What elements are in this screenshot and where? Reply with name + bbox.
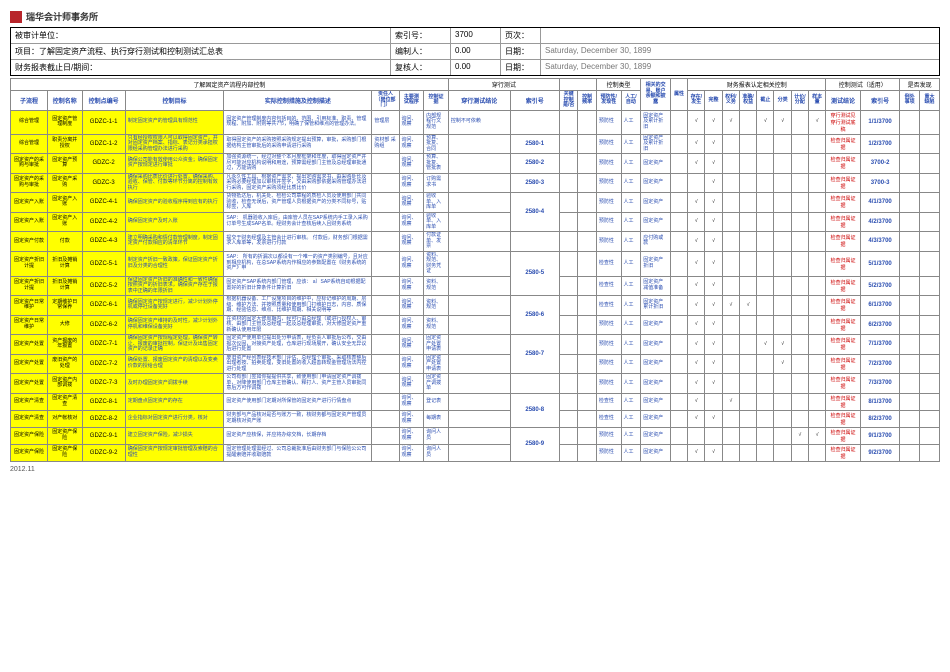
hdr-project: 项目：了解固定资产流程、执行穿行测试和控制测试汇总表 [11,44,391,59]
logo-text: 瑞华会计师事务所 [26,10,98,23]
hdr-date1-label: 日期： [501,44,541,59]
col-obj: 控制目标 [125,91,224,111]
col-out: 例外事项 [900,91,920,111]
logo-row: 瑞华会计师事务所 [10,10,940,23]
col-comp: 完整 [705,91,722,111]
hdr-date1-val: Saturday, December 30, 1899 [541,44,939,59]
col-maj: 重大缺陷 [920,91,940,111]
grp-findings: 是否发现 [900,79,940,91]
col-test: 控制证据 [424,91,449,111]
header-block: 被审计单位： 索引号： 3700 页次： 项目：了解固定资产流程、执行穿行测试和… [10,27,940,76]
col-rely: 相关的交易、账户余额和披露 [641,79,671,111]
table-row: 固定资产清查对产帐核对GDZC-8-2企业指标对固定资产进行分类，核对财务部与产… [11,410,940,427]
table-row: 固定资产处置固定资产内部调拨GDZC-7-3及时办理固定资产调拨手续公司有部门签… [11,374,940,394]
grp-ctrltest: 控制测试（适用） [826,79,900,91]
col-idx2: 索引号 [860,91,899,111]
table-row: 综合管理固定资产管理制度GDZC-1-1制定固定资产的管理具有规范性固定资产管理… [11,110,940,134]
main-table: 了解固定资产流程内部控制 穿行测试 控制类型 相关的交易、账户余额和披露 属性 … [10,78,940,462]
grp-ctrltype: 控制类型 [596,79,640,91]
hdr-period: 财务报表截止日/期间： [11,60,391,75]
col-acc: 准确/权益 [739,91,756,111]
hdr-idx-label: 索引号： [391,28,451,43]
table-row: 固定资产清查固定资产清查GDZC-8-1定期盘点固定资产的存在固定资产使用部门定… [11,393,940,410]
table-row: 固定资产的采购与审批固定资产预算GDZC-2确保公司能有效使用公众资金；确保固定… [11,154,940,174]
col-idx: 索引号 [510,91,559,111]
table-row: 固定资产保险固定资产保险GDZC-9-2确保固定资产按规定审批管理及索赔的合理性… [11,444,940,461]
table-row: 固定资产处置资产报废的年报置GDZC-7-1确保固定资产按规程定处理，确保资产转… [11,335,940,355]
col-conf: 主要测试程序 [399,91,424,111]
col-code: 控制点编号 [82,91,125,111]
col-auto: 人工/自动 [621,91,641,111]
table-row: 固定资产折旧计提折旧及摊销计算GDZC-5-2保证固定资产折旧的准确性和一致性确… [11,276,940,296]
col-freq: 控制频率 [578,91,597,111]
grp-understand: 了解固定资产流程内部控制 [11,79,449,91]
hdr-page-label: 页次： [501,28,541,43]
col-cut: 截止 [757,91,774,111]
hdr-prep-label: 编制人： [391,44,451,59]
table-row: 固定资产日常维护大修GDZC-6-2确保固定资产维持的及时性，减少计划外停机和维… [11,315,940,335]
col-test2: 测试结论 [826,91,861,111]
hdr-rev-val: 0.00 [451,60,501,75]
table-row: 固定资产付款付款GDZC-4-3建立明确采购和情付款管理制度，制定固定资产付款相… [11,232,940,252]
table-row: 固定资产入账固定资产入账GDZC-4-2确保固定资产及时入账SAP： 机器验收入… [11,212,940,232]
col-act: 实际控制措施及控制描述 [224,91,372,111]
col-resp: 责任人（岗位部门） [372,91,399,111]
hdr-idx-val: 3700 [451,28,501,43]
hdr-date2-val: Saturday, December 30, 1899 [541,60,939,75]
col-sub: 子流程 [11,91,48,111]
col-prev: 预防性/发现性 [596,91,621,111]
table-row: 固定资产日常维护定期维护日常保养GDZC-6-1确保固定资产按规定进行，减少计划… [11,296,940,316]
footer: 2012.11 [10,466,940,473]
col-kc: 关键控制 是/否 [559,91,578,111]
table-row: 固定资产入账固定资产入账GDZC-4-1确保固定资产的验收程序得到应有的执行货物… [11,193,940,213]
grp-walkthrough: 穿行测试 [448,79,559,91]
table-row: 固定资产处置废旧资产的处理GDZC-7-2确保处置、报废固定资产的清理以及变卖价… [11,354,940,374]
table-row: 综合管理职责分离并授权GDZC-1-2只有经授权权限人可以取得固定资产，并对固定… [11,134,940,154]
table-row: 固定资产保险固定资产保险GDZC-9-1建立固定资产保险，减少损失固定资产应核保… [11,427,940,444]
table-row: 固定资产的采购与审批固定资产采购GDZC-3确保采购比质比价进行处置，确保采购、… [11,173,940,193]
col-attr: 属性 [670,79,687,111]
col-ex: 存在/发生 [688,91,705,111]
hdr-date2-label: 日期： [501,60,541,75]
col-val: 计价/分配 [791,91,808,111]
col-name: 控制名称 [48,91,83,111]
hdr-page-val [541,28,939,43]
hdr-prep-val: 0.00 [451,44,501,59]
logo-icon [10,11,22,23]
col-wt: 穿行测试结论 [448,91,510,111]
col-cls: 分类 [774,91,791,111]
table-row: 固定资产折旧计提折旧及摊销计算GDZC-5-1制定资产折旧一致政策，保证固定资产… [11,251,940,276]
hdr-rev-label: 复核人： [391,60,451,75]
hdr-unit: 被审计单位： [11,28,391,43]
grp-assert: 财务报表认定相关控制 [688,79,826,91]
